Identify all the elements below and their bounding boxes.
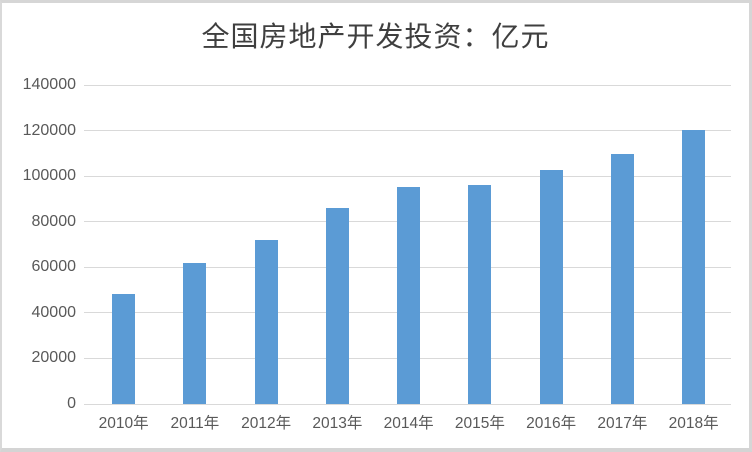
y-axis-tick-label: 40000 [31, 303, 77, 321]
gridline-y-100000 [84, 175, 731, 177]
y-axis-tick-label: 80000 [31, 212, 77, 230]
bar-2011年 [183, 263, 207, 404]
bar-2017年 [610, 153, 634, 404]
y-axis-tick-label: 60000 [31, 258, 77, 276]
y-axis-tick-label: 0 [67, 395, 76, 412]
y-axis-tick-label: 20000 [31, 349, 77, 367]
bar-2018年 [682, 129, 706, 404]
bar-2016年 [539, 170, 563, 404]
x-axis-tick-label: 2013年 [312, 415, 363, 432]
y-axis-tick-label: 140000 [22, 76, 76, 93]
y-axis-tick-label: 120000 [22, 121, 76, 139]
bar-2014年 [397, 187, 421, 404]
y-axis-tick-label: 100000 [22, 167, 76, 185]
x-axis-tick-label: 2017年 [597, 415, 648, 432]
bar-2013年 [325, 208, 349, 404]
gridline-y-0 [84, 403, 731, 405]
bar-2012年 [254, 240, 278, 404]
x-axis-tick-label: 2018年 [668, 415, 719, 432]
x-axis-tick-label: 2012年 [241, 415, 292, 432]
chart-title: 全国房地产开发投资：亿元 [201, 22, 550, 53]
gridline-y-140000 [84, 84, 731, 86]
x-axis-tick-label: 2016年 [526, 415, 577, 432]
x-axis-tick-label: 2014年 [383, 415, 434, 432]
bar-2015年 [468, 185, 492, 404]
x-axis-tick-label: 2011年 [170, 415, 220, 432]
x-axis-tick-label: 2010年 [98, 415, 149, 432]
x-axis-tick-label: 2015年 [454, 415, 505, 432]
plot-area: 0 20000 40000 60000 80000 100000 120000 140000 2… [2, 3, 749, 448]
bar-2010年 [112, 294, 136, 404]
gridline-y-120000 [84, 130, 731, 132]
